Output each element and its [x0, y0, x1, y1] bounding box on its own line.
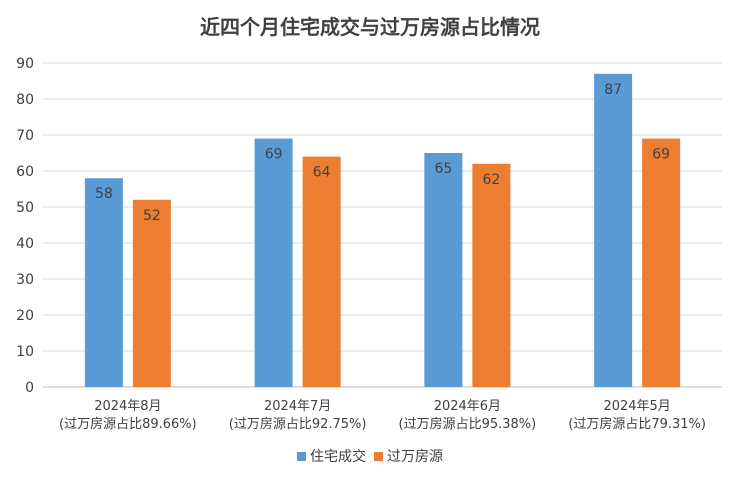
legend-swatch — [374, 452, 383, 461]
y-axis-ticks: 0 10 20 30 40 50 60 70 80 90 — [16, 56, 34, 396]
x-category-label: 2024年8月 — [94, 399, 161, 414]
legend-swatch — [297, 452, 306, 461]
x-category-label: 2024年7月 — [264, 399, 331, 414]
y-tick-label: 0 — [25, 380, 34, 396]
data-label: 64 — [313, 165, 331, 181]
bar-residential — [594, 73, 633, 388]
bar-over-10k — [472, 163, 511, 387]
y-tick-label: 50 — [16, 200, 34, 216]
y-tick-label: 10 — [16, 344, 34, 360]
y-tick-label: 70 — [16, 128, 34, 144]
bar-over-10k — [302, 156, 341, 387]
x-axis-categories: 2024年8月 (过万房源占比89.66%) 2024年7月 (过万房源占比92.75… — [59, 399, 706, 432]
legend: 住宅成交 过万房源 — [297, 448, 443, 465]
x-category-sublabel: (过万房源占比92.75%) — [229, 416, 367, 432]
data-label: 69 — [652, 147, 670, 163]
y-tick-label: 60 — [16, 164, 34, 180]
y-tick-label: 20 — [16, 308, 34, 324]
data-labels: 58 52 69 64 65 62 87 69 — [95, 82, 670, 224]
x-category-sublabel: (过万房源占比79.31%) — [568, 416, 706, 432]
data-label: 62 — [482, 172, 500, 188]
data-label: 52 — [143, 208, 161, 224]
y-tick-label: 80 — [16, 92, 34, 108]
x-category-sublabel: (过万房源占比95.38%) — [399, 416, 537, 432]
y-tick-label: 90 — [16, 56, 34, 72]
y-tick-label: 30 — [16, 272, 34, 288]
bar-over-10k — [642, 138, 681, 387]
y-tick-label: 40 — [16, 236, 34, 252]
x-category-label: 2024年6月 — [434, 399, 501, 414]
bars — [84, 73, 681, 388]
bar-residential — [84, 178, 123, 387]
bar-residential — [424, 153, 463, 387]
x-category-sublabel: (过万房源占比89.66%) — [59, 416, 197, 432]
data-label: 87 — [604, 82, 622, 98]
data-label: 65 — [434, 161, 452, 177]
data-label: 69 — [265, 147, 283, 163]
legend-label: 过万房源 — [387, 449, 443, 465]
chart-title: 近四个月住宅成交与过万房源占比情况 — [200, 15, 540, 39]
data-label: 58 — [95, 186, 113, 202]
bar-over-10k — [132, 199, 171, 387]
x-category-label: 2024年5月 — [603, 399, 670, 414]
legend-label: 住宅成交 — [310, 448, 366, 465]
bar-residential — [254, 138, 293, 387]
